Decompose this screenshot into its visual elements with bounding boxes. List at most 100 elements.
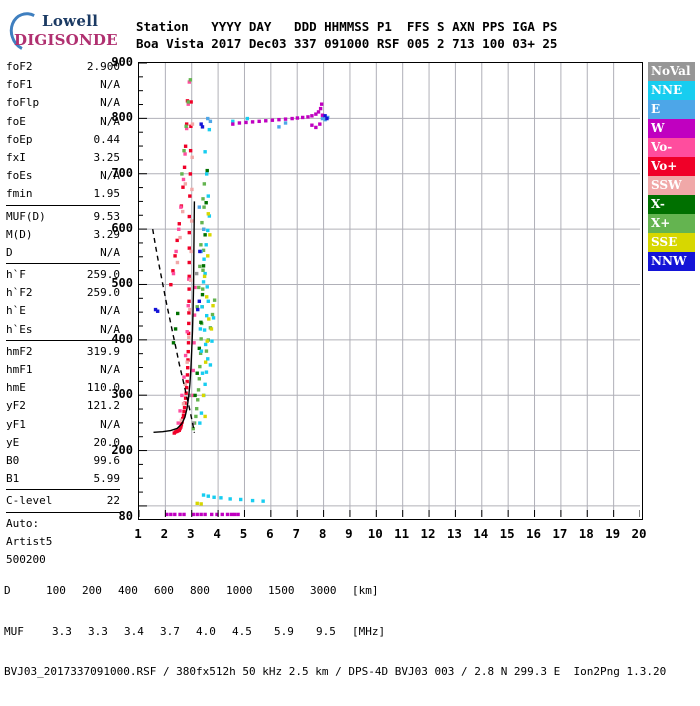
y-tick-label-700: 700	[111, 165, 133, 180]
distance-value: 800	[190, 584, 210, 597]
legend-item-nnw[interactable]: NNW	[648, 252, 695, 271]
param-row-foflp: foFlp N/A	[4, 94, 122, 112]
param-key: foEs	[6, 169, 33, 183]
param-auto-line: 500200	[6, 552, 46, 566]
y-tick-label-300: 300	[111, 387, 133, 402]
param-key: M(D)	[6, 227, 33, 241]
param-row-hf: h`F 259.0	[4, 266, 122, 284]
muf-label: MUF	[4, 624, 24, 638]
muf-value: 4.5	[232, 624, 252, 638]
param-row-foes: foEs N/A	[4, 167, 122, 185]
footer-block: D 100 200 400 600 800 1000 1500 3000 [km] MUF 3.3 3…	[4, 557, 666, 692]
muf-value: 9.5	[316, 624, 336, 638]
distance-value: 1000	[226, 584, 253, 597]
param-key: foF2	[6, 60, 33, 73]
distance-value: 600	[154, 584, 174, 597]
series-sse	[195, 212, 215, 506]
y-tick-label-800: 800	[111, 110, 133, 125]
legend-item-vo[interactable]: Vo-	[648, 138, 695, 157]
station-header-values: Boa Vista 2017 Dec03 337 091000 RSF 005 …	[136, 36, 558, 51]
param-value: 110.0	[86, 381, 120, 395]
param-row-b1: B1 5.99	[4, 470, 122, 488]
param-row-foe: foE N/A	[4, 113, 122, 131]
x-tick-label-11: 11	[394, 526, 410, 541]
param-value: 3.25	[93, 150, 121, 164]
param-row-hmf2: hmF2 319.9	[4, 343, 122, 361]
series-nnw	[153, 114, 329, 313]
legend-item-x[interactable]: X-	[648, 195, 695, 214]
param-key: fxI	[6, 150, 26, 164]
x-tick-label-5: 5	[239, 526, 248, 541]
param-row-ye: yE 20.0	[4, 434, 122, 452]
param-value: 22	[106, 494, 120, 508]
ionogram-plot-area[interactable]	[138, 62, 643, 520]
ionogram-canvas	[139, 63, 640, 517]
param-row-clevel: C-level 22	[4, 492, 122, 510]
x-tick-label-15: 15	[499, 526, 515, 541]
doppler-legend[interactable]: NoVal NNE E W Vo- Vo+ SSW X- X+ SSE NNW	[648, 62, 695, 271]
param-divider-5	[6, 511, 120, 513]
param-group-profile: hmF2 319.9 hmF1 N/A hmE 110.0 yF2 121.2 yF1 N/A yE…	[4, 343, 122, 489]
param-value: 259.0	[86, 268, 120, 282]
legend-item-noval[interactable]: NoVal	[648, 62, 695, 81]
param-key: hmE	[6, 381, 26, 395]
legend-item-sse[interactable]: SSE	[648, 233, 695, 252]
param-group-muf: MUF(D) 9.53 M(D) 3.29 D N/A	[4, 208, 122, 263]
param-key: fmin	[6, 187, 33, 201]
legend-item-nne[interactable]: NNE	[648, 81, 695, 100]
x-tick-label-16: 16	[525, 526, 542, 541]
x-tick-label-8: 8	[318, 526, 327, 541]
y-tick-marks	[139, 63, 147, 507]
param-key: MUF(D)	[6, 209, 46, 223]
legend-item-ssw[interactable]: SSW	[648, 176, 695, 195]
x-tick-marks	[139, 510, 640, 517]
y-tick-label-400: 400	[111, 331, 133, 346]
param-row-md: M(D) 3.29	[4, 226, 122, 244]
param-key: foEp	[6, 132, 33, 146]
series-vo	[171, 80, 197, 425]
param-auto-line: Artist5	[6, 534, 53, 548]
param-row-mufd: MUF(D) 9.53	[4, 208, 122, 226]
x-tick-label-20: 20	[631, 526, 647, 541]
param-key: yF2	[6, 399, 26, 413]
series-ssw	[175, 122, 195, 423]
legend-item-w[interactable]: W	[648, 119, 695, 138]
param-row-b0: B0 99.6	[4, 452, 122, 470]
param-divider-1	[6, 204, 120, 206]
series-w	[165, 102, 325, 517]
param-row-yf1: yF1 N/A	[4, 416, 122, 434]
legend-item-x[interactable]: X+	[648, 214, 695, 233]
distance-value: 100	[46, 584, 66, 597]
legend-item-vo[interactable]: Vo+	[648, 157, 695, 176]
param-value: 2.900	[86, 60, 120, 73]
y-tick-label-80: 80	[118, 509, 133, 523]
y-tick-label-600: 600	[111, 221, 133, 236]
param-key: hmF1	[6, 363, 33, 376]
param-group-frequencies: foF2 2.900 foF1 N/A foFlp N/A foE N/A foEp 0.44 fx…	[4, 58, 122, 204]
param-row-yf2: yF2 121.2	[4, 397, 122, 415]
x-tick-label-18: 18	[578, 526, 594, 541]
distance-label: D	[4, 584, 11, 597]
param-key: B1	[6, 472, 20, 486]
legend-item-e[interactable]: E	[648, 100, 695, 119]
param-key: foFlp	[6, 96, 40, 110]
param-value: 0.44	[93, 132, 121, 146]
param-key: yE	[6, 435, 20, 449]
x-tick-label-2: 2	[160, 526, 169, 541]
x-tick-label-12: 12	[420, 526, 436, 541]
x-tick-label-17: 17	[552, 526, 568, 541]
logo-line-lowell: Lowell	[42, 12, 99, 30]
param-key: C-level	[6, 494, 53, 508]
param-key: h`Es	[6, 322, 33, 336]
x-tick-label-13: 13	[446, 526, 462, 541]
muf-value: 3.7	[160, 624, 180, 638]
series-nne	[198, 116, 265, 503]
param-value: 99.6	[93, 453, 121, 467]
y-tick-label-500: 500	[111, 276, 133, 291]
distance-value: 200	[82, 584, 102, 597]
param-divider-3	[6, 339, 120, 341]
lowell-digisonde-logo: Lowell DIGISONDE	[4, 7, 128, 57]
distance-value: 1500	[268, 584, 295, 597]
station-header-labels: Station YYYY DAY DDD HHMMSS P1 FFS S AXN…	[136, 19, 558, 34]
series-x	[171, 168, 209, 398]
